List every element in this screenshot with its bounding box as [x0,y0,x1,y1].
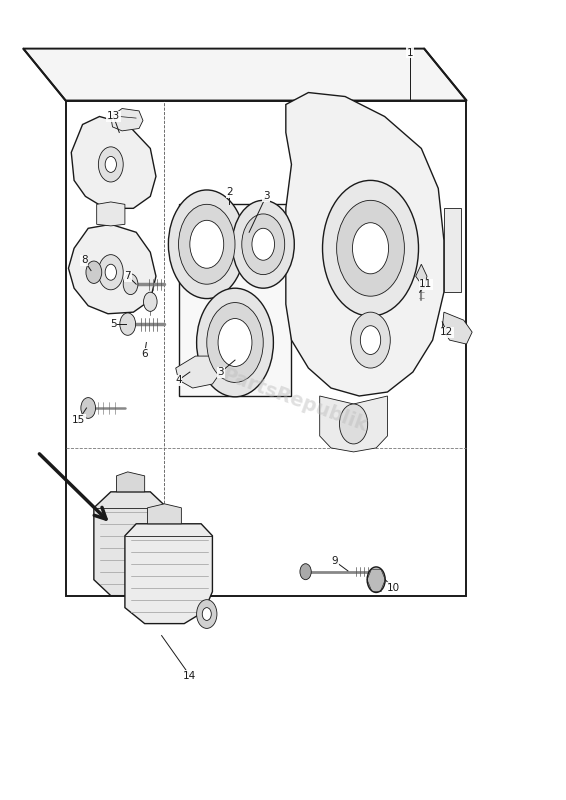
Polygon shape [320,396,388,452]
Polygon shape [117,472,145,492]
Circle shape [361,326,381,354]
Text: 5: 5 [110,319,117,329]
Polygon shape [125,524,212,624]
Circle shape [123,274,138,294]
Circle shape [353,222,389,274]
Text: 1: 1 [407,48,413,58]
Polygon shape [111,109,143,131]
Text: 13: 13 [107,111,120,122]
Circle shape [196,288,273,397]
Polygon shape [415,264,427,288]
Text: 11: 11 [419,279,432,290]
Circle shape [300,564,311,580]
Text: 12: 12 [440,327,453,337]
Circle shape [367,567,385,593]
Circle shape [105,264,117,280]
Text: 7: 7 [125,271,131,282]
Circle shape [81,398,96,418]
Circle shape [178,204,235,284]
Circle shape [120,313,136,335]
Circle shape [252,228,275,260]
Circle shape [98,254,123,290]
Polygon shape [68,224,156,314]
Text: 15: 15 [72,415,85,425]
Polygon shape [94,492,168,596]
Polygon shape [442,312,472,344]
Circle shape [202,608,211,621]
Polygon shape [148,504,181,524]
Circle shape [190,220,224,268]
Text: 4: 4 [175,375,182,385]
Circle shape [242,214,285,274]
Circle shape [340,404,368,444]
Circle shape [105,157,117,172]
Circle shape [196,600,217,629]
Text: 3: 3 [217,367,224,377]
Text: 14: 14 [183,670,196,681]
Circle shape [168,190,245,298]
Text: 10: 10 [387,582,400,593]
Circle shape [351,312,391,368]
Circle shape [232,200,294,288]
Text: 2: 2 [226,187,233,198]
Polygon shape [23,49,466,101]
Circle shape [337,200,404,296]
Text: 9: 9 [332,556,338,566]
Text: 8: 8 [81,255,88,266]
Circle shape [207,302,263,382]
Text: 6: 6 [142,349,148,358]
Text: PartsRepublik: PartsRepublik [219,365,370,435]
Circle shape [323,180,418,316]
Polygon shape [444,208,461,292]
Polygon shape [66,101,466,596]
Circle shape [86,261,102,283]
Polygon shape [286,93,444,396]
Circle shape [218,318,252,366]
Polygon shape [175,356,221,388]
Polygon shape [71,117,156,208]
Polygon shape [97,202,125,226]
Circle shape [144,292,157,311]
Circle shape [98,147,123,182]
Text: 3: 3 [263,191,269,202]
Polygon shape [178,204,291,396]
